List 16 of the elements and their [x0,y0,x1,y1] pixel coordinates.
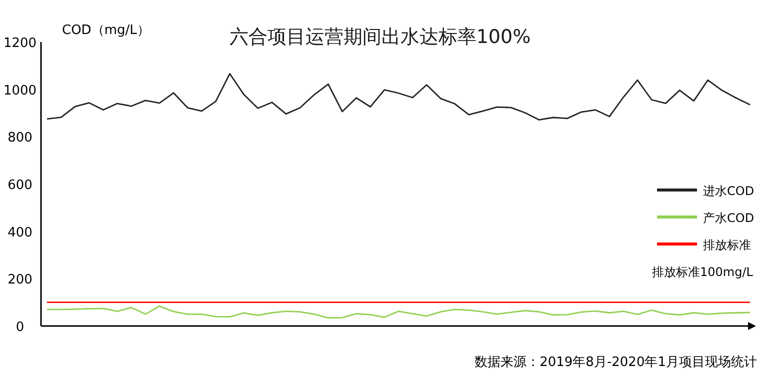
y-tick-label: 800 [8,130,32,146]
y-tick-label: 1000 [3,83,37,98]
y-tick-label: 1200 [3,36,37,51]
chart-title: 六合项目运营期间出水达标率100% [229,26,531,48]
y-tick-label: 200 [8,272,32,288]
source-note: 数据来源：2019年8月-2020年1月项目现场统计 [474,355,757,370]
line-series [46,73,751,121]
y-tick-label: 0 [16,320,24,335]
y-axis-title: COD（mg/L） [62,23,150,38]
annotation: 排放标准100mg/L [652,265,754,279]
y-tick-label: 400 [8,225,32,240]
y-tick-label: 600 [8,178,32,193]
legend-label: 排放标准 [703,238,751,252]
legend-label: 进水COD [703,184,754,198]
legend-label: 产水COD [703,211,754,225]
line-series [46,305,751,319]
